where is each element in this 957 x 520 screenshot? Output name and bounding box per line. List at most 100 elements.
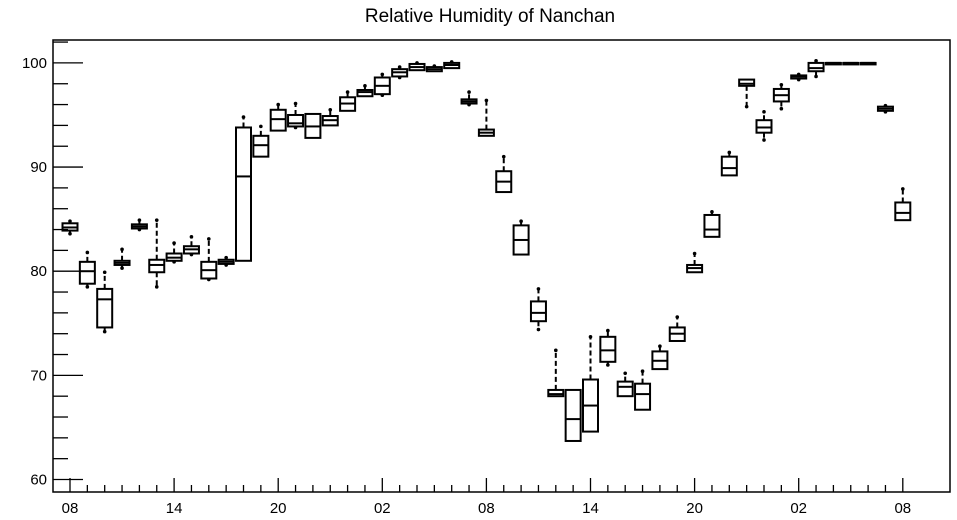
whisker-cap — [606, 328, 610, 333]
whisker-cap — [224, 255, 228, 260]
box-group — [182, 235, 200, 257]
box-group — [408, 61, 426, 72]
whisker-cap — [554, 348, 558, 353]
whisker-cap — [207, 237, 211, 241]
box-group — [130, 218, 148, 232]
whisker-cap — [137, 218, 142, 222]
x-tick-label: 08 — [894, 500, 911, 517]
x-tick-label: 08 — [478, 500, 495, 517]
box-group — [425, 64, 443, 73]
box-group — [269, 102, 287, 132]
box-body — [269, 108, 287, 132]
box-group — [859, 61, 877, 66]
box-group — [287, 101, 305, 130]
whisker-cap — [467, 90, 471, 94]
box-group — [824, 61, 842, 66]
whisker-cap — [120, 247, 124, 252]
box-body — [252, 134, 270, 158]
box-group — [703, 210, 721, 238]
box-body — [287, 113, 305, 128]
whisker-cap — [189, 235, 194, 239]
whisker-cap — [259, 124, 263, 129]
whisker-cap — [328, 107, 333, 112]
whisker-cap — [380, 72, 385, 77]
box-group — [148, 218, 166, 289]
whisker-cap — [293, 101, 298, 106]
box-group — [876, 103, 894, 114]
whisker-cap — [814, 74, 818, 79]
whisker-cap — [710, 210, 714, 214]
box-group — [772, 82, 790, 111]
box-body — [703, 213, 721, 238]
whisker-cap — [120, 266, 124, 270]
whisker-cap — [675, 315, 680, 319]
box-body — [634, 382, 652, 411]
box-group — [200, 237, 218, 282]
axes: 60 70 80 90 100 08 14 20 02 08 14 20 02 08 — [22, 39, 951, 517]
whisker-cap — [727, 150, 732, 155]
box-body — [738, 78, 756, 87]
whisker-cap — [779, 106, 784, 111]
box-body — [616, 380, 634, 398]
box-group — [304, 112, 322, 139]
x-tick-label: 02 — [374, 500, 391, 517]
whisker-cap — [154, 218, 159, 222]
box-group — [113, 247, 131, 270]
box-group — [165, 241, 183, 264]
box-body — [148, 258, 166, 274]
box-body — [807, 61, 825, 73]
box-group — [339, 90, 357, 112]
x-tick-label: 20 — [270, 500, 287, 517]
box-group — [235, 115, 252, 262]
chart-title: Relative Humidity of Nanchan — [365, 6, 615, 27]
whisker-cap — [241, 115, 246, 119]
whisker-cap — [397, 65, 402, 69]
box-group — [61, 219, 79, 236]
whisker-cap — [606, 363, 610, 367]
box-group — [547, 348, 565, 398]
box-group — [668, 315, 686, 342]
x-tick-label: 02 — [790, 500, 807, 517]
whisker-cap — [102, 329, 107, 334]
whisker-cap — [623, 371, 627, 376]
whisker-cap — [484, 98, 489, 103]
box-body — [235, 126, 252, 262]
box-group — [495, 154, 513, 194]
whisker-cap — [744, 104, 749, 109]
whisker-cap — [640, 369, 645, 373]
box-group — [477, 98, 495, 137]
x-tick-label: 14 — [166, 500, 183, 517]
box-group — [634, 369, 652, 411]
whisker-cap — [85, 250, 90, 255]
whisker-cap — [658, 344, 662, 348]
box-group — [651, 344, 669, 371]
box-group — [529, 287, 547, 332]
whisker-cap — [102, 270, 107, 275]
box-group — [356, 84, 374, 98]
whisker-cap — [779, 82, 784, 87]
whisker-cap — [519, 219, 523, 224]
box-group — [443, 60, 461, 70]
whisker-cap — [501, 154, 506, 159]
box-group — [582, 335, 599, 433]
whisker-cap — [692, 251, 697, 256]
box-group — [217, 255, 235, 267]
box-group — [599, 328, 617, 367]
box-group — [755, 110, 773, 142]
box-body — [356, 88, 374, 98]
y-tick-label: 70 — [30, 367, 47, 384]
whisker-cap — [762, 138, 766, 142]
x-tick-label: 08 — [62, 500, 79, 517]
box-group — [807, 59, 825, 79]
box-group — [738, 78, 756, 109]
y-tick-label: 90 — [30, 159, 47, 176]
box-group — [373, 72, 391, 97]
box-body — [720, 155, 738, 177]
box-group — [686, 251, 704, 274]
whisker-cap — [901, 187, 905, 191]
box-body — [547, 388, 565, 398]
whisker-cap — [536, 287, 541, 291]
y-tick-label: 60 — [30, 472, 47, 489]
boxes-layer — [61, 59, 912, 442]
